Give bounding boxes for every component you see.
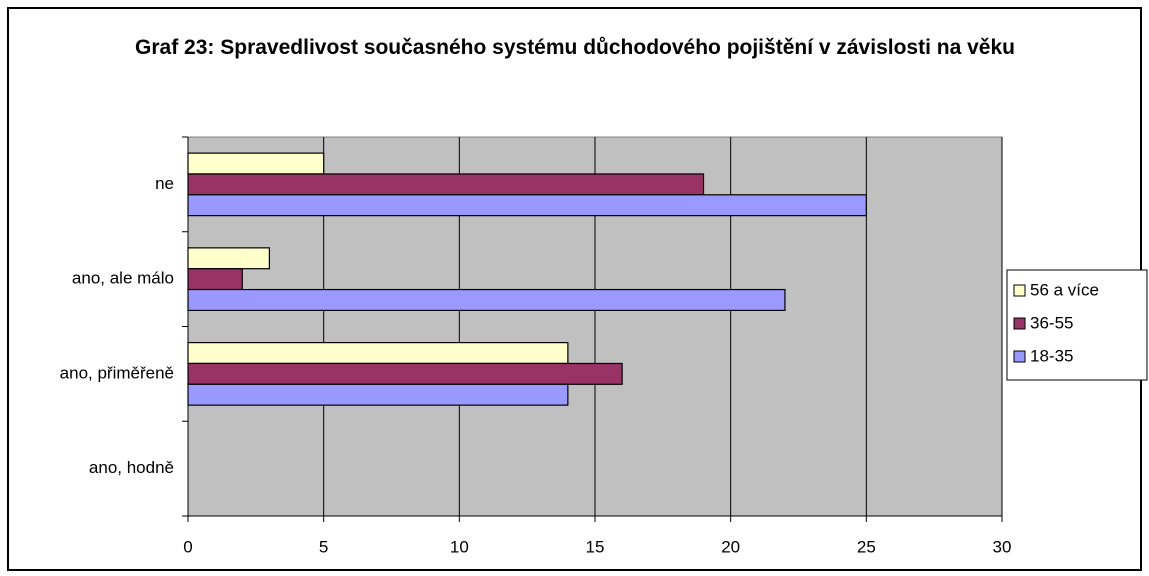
bar <box>187 288 786 311</box>
legend-box <box>1006 269 1148 381</box>
legend-swatch <box>1013 284 1026 297</box>
x-tick-label: 20 <box>721 537 740 556</box>
bar <box>187 342 569 365</box>
x-tick-label: 10 <box>450 537 469 556</box>
x-tick-label: 30 <box>993 537 1012 556</box>
bar <box>187 247 271 270</box>
x-tick-label: 25 <box>857 537 876 556</box>
bar <box>187 268 243 291</box>
bar <box>187 362 623 385</box>
y-tick-label: ano, přiměřeně <box>60 363 174 382</box>
bar <box>187 194 867 217</box>
legend-swatch <box>1013 350 1026 363</box>
y-tick-label: ne <box>155 174 174 193</box>
y-tick-label: ano, ale málo <box>72 269 174 288</box>
bar <box>187 383 569 406</box>
x-tick-label: 5 <box>319 537 328 556</box>
legend-label: 56 a více <box>1030 280 1099 299</box>
legend-label: 36-55 <box>1030 313 1073 332</box>
y-tick-label: ano, hodně <box>89 458 174 477</box>
bar <box>187 173 705 196</box>
legend-swatch <box>1013 317 1026 330</box>
x-tick-label: 15 <box>586 537 605 556</box>
x-tick-label: 0 <box>183 537 192 556</box>
bar <box>187 152 325 175</box>
legend-label: 18-35 <box>1030 346 1073 365</box>
chart-title: Graf 23: Spravedlivost současného systém… <box>135 36 1015 59</box>
